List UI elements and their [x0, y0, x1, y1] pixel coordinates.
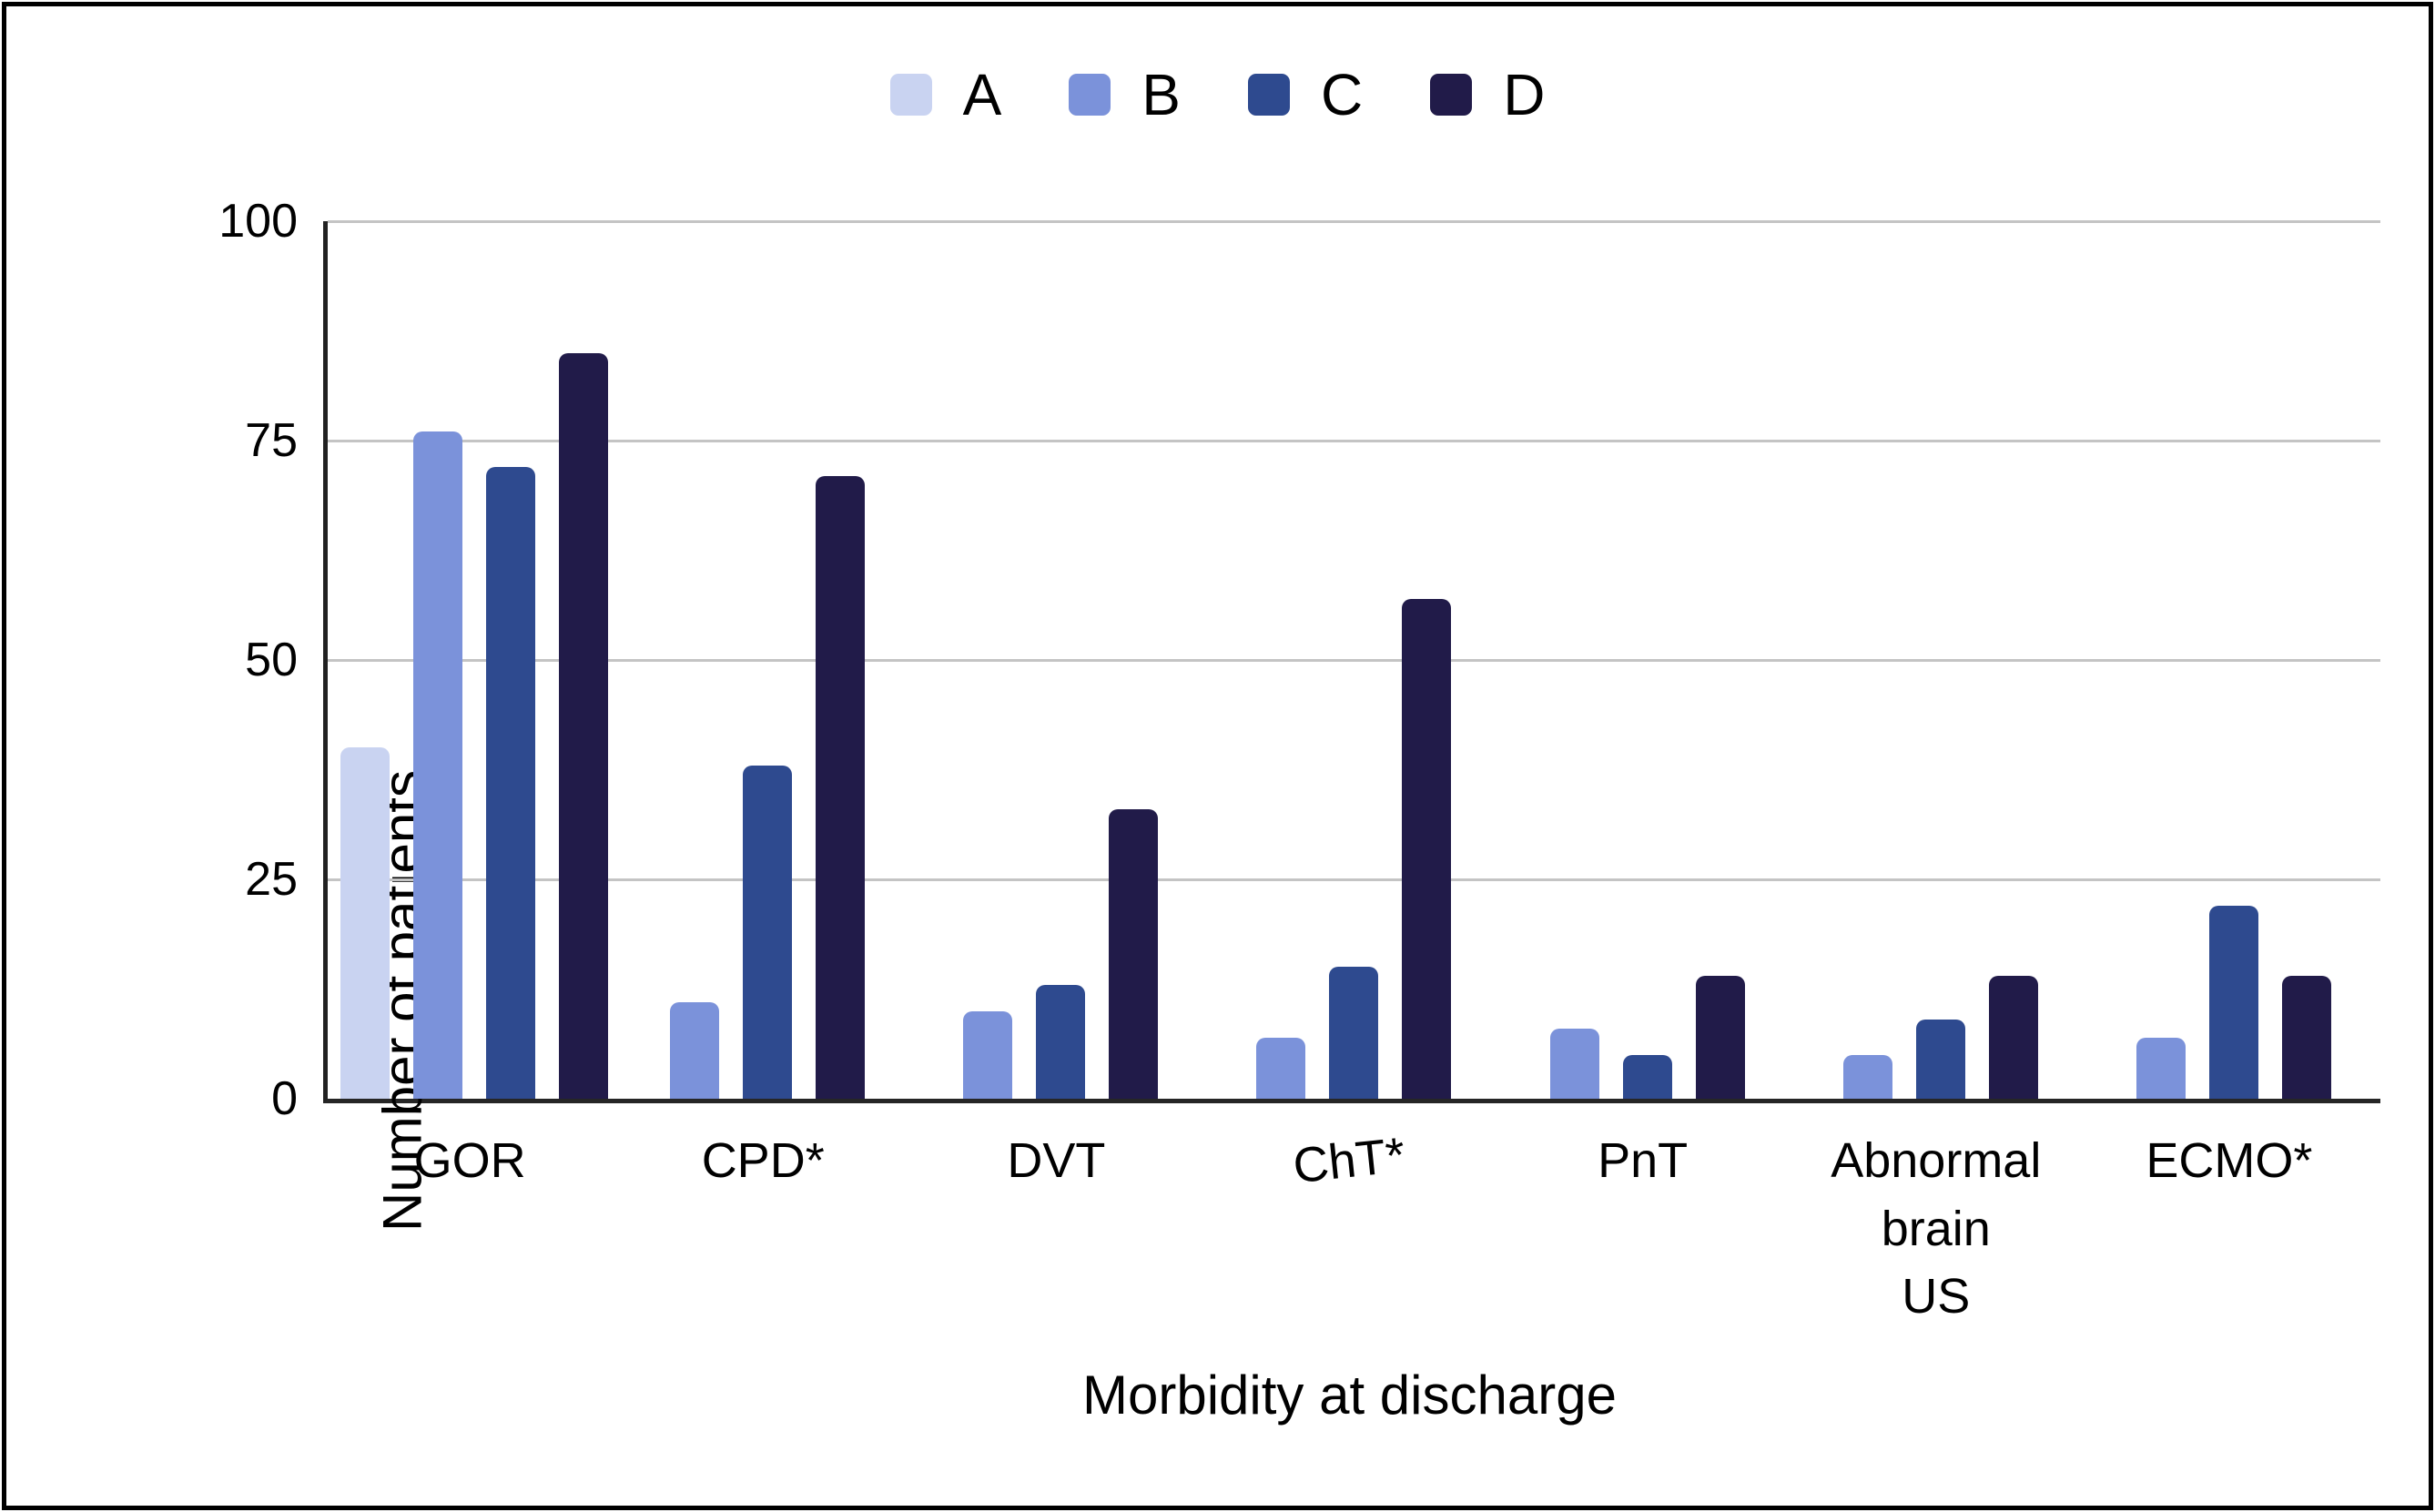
bar-B-abnormal — [1842, 1054, 1892, 1099]
y-tick-0: 0 — [271, 1072, 298, 1125]
bar-D-gor — [559, 352, 609, 1099]
bar-D-dvt — [1109, 808, 1159, 1099]
bar-group-dvt — [914, 221, 1207, 1099]
bar-D-cht* — [1402, 598, 1452, 1099]
x-label-ecmo*: ECMO* — [2146, 1133, 2313, 1188]
y-tick-50: 50 — [245, 634, 298, 686]
y-tick-25: 25 — [245, 853, 298, 906]
bar-C-dvt — [1036, 984, 1086, 1099]
bar-group-cpd* — [621, 221, 914, 1099]
bar-D-abnormal — [1988, 976, 2038, 1099]
bar-B-ecmo* — [2136, 1037, 2186, 1099]
x-label-gor: GOR — [413, 1133, 526, 1188]
legend-item-D: D — [1430, 66, 1545, 124]
gridline-25 — [328, 878, 2380, 881]
y-tick-75: 75 — [245, 414, 298, 467]
y-tick-100: 100 — [218, 195, 298, 248]
gridline-75 — [328, 440, 2380, 442]
legend-label: B — [1141, 62, 1181, 127]
legend-label: C — [1320, 62, 1364, 127]
bar-group-ecmo* — [2087, 221, 2380, 1099]
legend-swatch-icon — [1247, 74, 1290, 116]
bar-D-cpd* — [816, 475, 866, 1099]
bar-C-cpd* — [743, 765, 793, 1099]
bar-C-gor — [486, 466, 536, 1099]
legend-swatch-icon — [1430, 74, 1473, 116]
bar-group-pnt — [1501, 221, 1794, 1099]
bar-C-pnt — [1622, 1054, 1672, 1099]
bar-D-ecmo* — [2281, 976, 2331, 1099]
x-label-pnt: PnT — [1598, 1133, 1689, 1188]
legend-swatch-icon — [1069, 74, 1111, 116]
bar-B-cpd* — [670, 1001, 720, 1099]
bar-D-pnt — [1695, 976, 1745, 1099]
x-label-dvt: DVT — [1007, 1133, 1106, 1188]
bar-groups — [328, 221, 2380, 1099]
legend-label: D — [1503, 62, 1546, 127]
gridline-50 — [328, 659, 2380, 662]
bar-B-gor — [413, 431, 463, 1099]
bar-group-gor — [328, 221, 621, 1099]
legend-item-A: A — [889, 62, 1002, 127]
bar-C-cht* — [1329, 967, 1379, 1099]
bar-group-abnormal-brain-us — [1794, 221, 2087, 1099]
bar-B-pnt — [1549, 1028, 1599, 1099]
plot-area: Number of patients — [323, 220, 2380, 1232]
gridline-100 — [328, 220, 2380, 223]
legend-label: A — [962, 62, 1002, 127]
bar-group-cht* — [1207, 221, 1500, 1099]
legend-item-B: B — [1069, 66, 1181, 124]
legend-swatch-icon — [889, 74, 932, 116]
bar-B-cht* — [1256, 1037, 1306, 1099]
bar-B-dvt — [963, 1010, 1013, 1099]
x-axis-title: Morbidity at discharge — [1082, 1365, 1617, 1426]
x-label-abnormal-brain-us: Abnormal brain US — [1831, 1133, 2042, 1324]
bar-A-gor — [340, 747, 391, 1099]
legend-item-C: C — [1247, 62, 1364, 127]
bar-C-abnormal — [1915, 1020, 1965, 1099]
bar-C-ecmo* — [2208, 905, 2258, 1099]
x-label-cpd*: CPD* — [701, 1133, 825, 1188]
